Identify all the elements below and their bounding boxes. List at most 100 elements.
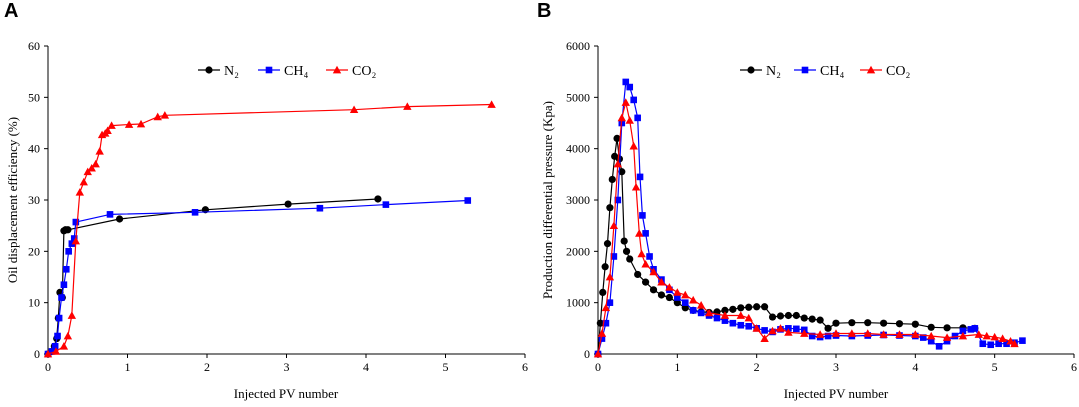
panel-b-series-ch4-point bbox=[622, 78, 630, 86]
panel-b-y-tick-label: 0 bbox=[584, 347, 590, 361]
panel-b-series-co2-point bbox=[768, 326, 777, 335]
panel-b-series-co2-point bbox=[958, 331, 968, 340]
panel-a-series-n2 bbox=[44, 195, 382, 358]
panel-b-series-n2-point bbox=[626, 255, 634, 263]
panel-b-series-ch4-point bbox=[919, 334, 927, 341]
panel-a-series-co2-point bbox=[43, 349, 53, 358]
panel-b-x-tick-label: 5 bbox=[992, 360, 998, 374]
panel-b-series-co2-point bbox=[760, 334, 769, 342]
panel-b-series-co2-point bbox=[1006, 336, 1015, 345]
panel-a-series-co2-point bbox=[160, 111, 170, 119]
panel-b-series-n2-point bbox=[620, 237, 628, 245]
panel-b-marks bbox=[593, 78, 1026, 358]
panel-a-series-ch4-point bbox=[65, 248, 72, 255]
panel-b-series-co2-point bbox=[847, 329, 857, 337]
panel-b-legend: N₂ CH₄ CO₂ bbox=[740, 64, 910, 79]
panel-b-series-ch4-point bbox=[951, 332, 959, 340]
panel-b-series-ch4-line bbox=[597, 81, 1023, 355]
panel-b-series-ch4-point bbox=[636, 173, 644, 181]
panel-b-series-ch4-point bbox=[713, 314, 721, 322]
panel-b-series-co2-point bbox=[601, 303, 611, 312]
panel-b-series-co2-point bbox=[784, 328, 793, 336]
panel-a-series-co2-point bbox=[487, 100, 496, 108]
panel-a-series-co2-line bbox=[47, 103, 492, 355]
panel-a-legend-ch4: CH₄ bbox=[258, 64, 308, 79]
panel-b-legend-co2-swatch-marker bbox=[866, 65, 876, 74]
panel-b-x-tick-label: 2 bbox=[754, 360, 760, 374]
panel-a-y-tick-label: 0 bbox=[34, 347, 40, 361]
panel-a-series-co2-point bbox=[124, 120, 134, 128]
panel-b-series-co2-point bbox=[744, 313, 753, 322]
panel-b-series-co2-point bbox=[629, 141, 638, 150]
panel-b: B 0 1 2 3 4 5 6 0 1000 2000 3000 4000 5000 6000 N₂ CH₄… bbox=[537, 0, 1077, 401]
panel-a-series-ch4-point bbox=[382, 201, 390, 208]
panel-b-series-co2-point bbox=[681, 290, 690, 299]
panel-b-series-ch4-point bbox=[639, 212, 646, 219]
panel-b-y-tick-label: 1000 bbox=[566, 296, 590, 310]
panel-a-x-tick-label: 1 bbox=[125, 360, 131, 374]
panel-a-legend-co2: CO₂ bbox=[326, 64, 376, 79]
panel-b-series-co2-point bbox=[617, 113, 626, 122]
panel-b-x-tick-label: 4 bbox=[912, 360, 918, 374]
panel-b-series-co2-point bbox=[927, 331, 936, 340]
panel-b-series-co2-point bbox=[613, 159, 623, 168]
panel-b-series-n2-point bbox=[800, 314, 808, 322]
panel-b-series-ch4-point bbox=[824, 332, 832, 340]
panel-b-series-n2-point bbox=[792, 311, 800, 320]
panel-a-series-co2-point bbox=[107, 121, 116, 129]
panel-a-x-tick-label: 2 bbox=[204, 360, 210, 374]
panel-b-series-co2-point bbox=[631, 182, 641, 191]
panel-b-series-ch4-point bbox=[610, 253, 618, 260]
panel-b-series-n2 bbox=[594, 134, 979, 358]
panel-a-y-tick-label: 10 bbox=[28, 296, 40, 310]
panel-b-series-ch4-point bbox=[737, 321, 745, 329]
panel-b-series-ch4-point bbox=[729, 319, 737, 327]
panel-a-series-n2-point bbox=[64, 226, 72, 234]
panel-b-series-ch4-point bbox=[808, 332, 816, 340]
panel-b-series-n2-point bbox=[721, 306, 729, 314]
panel-b-legend-ch4: CH₄ bbox=[794, 64, 844, 79]
panel-b-series-ch4-point bbox=[634, 114, 641, 122]
panel-b-series-n2-point bbox=[642, 278, 650, 286]
panel-b-series-co2-point bbox=[657, 277, 666, 286]
panel-b-series-co2-point bbox=[800, 329, 809, 337]
panel-a-series-co2-point bbox=[75, 188, 84, 196]
panel-b-legend-ch4-label: CH₄ bbox=[820, 64, 844, 79]
panel-b-series-n2-point bbox=[665, 293, 674, 302]
panel-a-y-tick-label: 30 bbox=[28, 193, 40, 207]
panel-b-y-axis-label: Production differential pressure (Kpa) bbox=[540, 101, 555, 299]
panel-a-series-co2-point bbox=[95, 147, 104, 155]
panel-b-series-n2-point bbox=[832, 319, 840, 327]
panel-b-y-tick-label: 6000 bbox=[566, 39, 590, 53]
panel-b-series-n2-point bbox=[927, 323, 935, 331]
panel-a-series-ch4-point bbox=[464, 197, 472, 204]
panel-a-legend-ch4-swatch-marker bbox=[265, 66, 273, 74]
panel-b-series-n2-point bbox=[895, 320, 904, 328]
panel-b-legend-n2-swatch-marker bbox=[747, 66, 755, 74]
panel-b-series-ch4-point bbox=[979, 340, 987, 348]
panel-b-series-co2-point bbox=[895, 330, 904, 338]
panel-a-series-ch4 bbox=[44, 197, 472, 358]
panel-b-series-co2-point bbox=[776, 324, 785, 332]
panel-a-x-axis-label: Injected PV number bbox=[234, 386, 339, 401]
panel-b-series-co2-point bbox=[641, 259, 650, 268]
panel-b-series-n2-point bbox=[634, 270, 642, 279]
panel-b-series-n2-point bbox=[745, 303, 753, 311]
panel-a-series-ch4-point bbox=[55, 314, 63, 322]
panel-b-series-ch4-point bbox=[630, 96, 637, 104]
panel-b-series-n2-point bbox=[673, 299, 681, 307]
panel-a-series-co2 bbox=[43, 100, 496, 358]
panel-b-series-co2-point bbox=[621, 98, 630, 106]
panel-a-series-n2-point bbox=[284, 200, 292, 208]
panel-b-series-co2 bbox=[593, 98, 1019, 358]
panel-a-series-ch4-line bbox=[47, 199, 468, 355]
panel-b-series-co2-point bbox=[625, 116, 634, 124]
panel-b-series-ch4-point bbox=[745, 322, 753, 330]
panel-b-legend-n2-label: N₂ bbox=[766, 64, 781, 79]
panel-b-series-co2-point bbox=[673, 288, 682, 296]
panel-b-series-co2-point bbox=[982, 331, 991, 340]
panel-b-series-n2-point bbox=[601, 263, 609, 271]
panel-b-x-tick-label: 0 bbox=[595, 360, 601, 374]
panel-b-series-co2-point bbox=[597, 329, 607, 337]
